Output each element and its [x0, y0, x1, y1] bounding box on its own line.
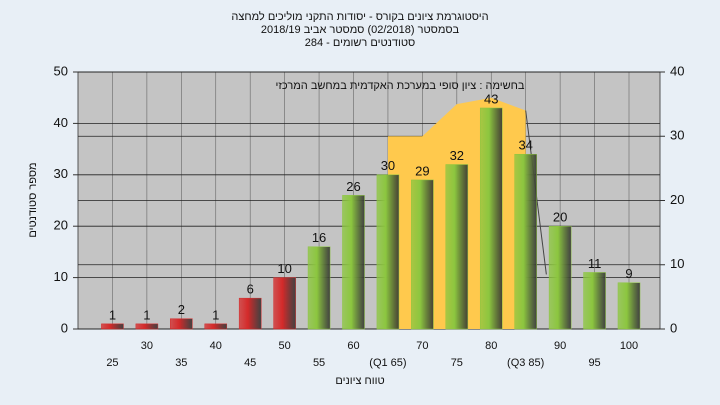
- value-label: 26: [346, 179, 360, 194]
- bar: [548, 225, 572, 330]
- y-tick-label: 0: [61, 320, 68, 335]
- bar: [479, 107, 503, 330]
- value-label: 32: [450, 148, 464, 163]
- value-label: 11: [588, 256, 602, 271]
- value-label: 20: [553, 210, 567, 225]
- x-tick-label: (Q1 65): [369, 357, 406, 369]
- x-tick-label: 60: [347, 340, 359, 352]
- bar: [617, 282, 641, 330]
- bar: [273, 277, 296, 330]
- x-tick-label: 30: [141, 340, 153, 352]
- bar: [445, 164, 469, 330]
- x-tick-label: 90: [554, 340, 566, 352]
- bar: [411, 179, 434, 330]
- bar: [307, 246, 331, 330]
- x-axis-title: טווח ציונים: [335, 375, 384, 387]
- bar: [583, 272, 606, 330]
- y-tick-label: 40: [54, 115, 68, 130]
- x-tick-label: 100: [620, 340, 638, 352]
- bar: [342, 195, 365, 330]
- y2-tick-label: 0: [670, 320, 677, 335]
- bar: [514, 153, 537, 330]
- x-tick-label: 55: [313, 357, 325, 369]
- bar: [135, 323, 159, 330]
- value-label: 10: [277, 261, 291, 276]
- y-tick-label: 50: [54, 63, 68, 78]
- bar: [170, 318, 193, 330]
- x-tick-label: 80: [485, 340, 497, 352]
- chart-subtitle: סטודנטים רשומים - 284: [305, 37, 416, 49]
- y2-tick-label: 10: [670, 256, 684, 271]
- x-tick-label: 35: [175, 357, 187, 369]
- value-label: 1: [109, 307, 116, 322]
- x-tick-label: 45: [244, 357, 256, 369]
- y2-tick-label: 40: [670, 63, 684, 78]
- x-tick-label: 25: [106, 357, 118, 369]
- chart-title: היסטוגרמת ציונים בקורס - יסודות התקני מו…: [231, 10, 488, 23]
- chart-subtitle: בסמסטר (02/2018) סמסטר אביב 2018/19: [261, 24, 460, 36]
- y-tick-label: 10: [54, 269, 68, 284]
- x-tick-label: 70: [416, 340, 428, 352]
- value-label: 2: [178, 302, 185, 317]
- y-axis-title: מספר סטודנטים: [27, 162, 39, 237]
- value-label: 1: [143, 307, 150, 322]
- value-label: 30: [381, 158, 395, 173]
- x-tick-label: 50: [279, 340, 291, 352]
- value-label: 29: [415, 163, 429, 178]
- value-label: 1: [212, 307, 219, 322]
- value-label: 16: [312, 230, 326, 245]
- value-label: 43: [484, 91, 498, 106]
- bar: [238, 297, 262, 330]
- y-tick-label: 20: [54, 218, 68, 233]
- x-tick-label: (Q3 85): [507, 357, 544, 369]
- value-label: 9: [625, 266, 632, 281]
- x-tick-label: 75: [451, 357, 463, 369]
- x-tick-label: 95: [588, 357, 600, 369]
- bar: [204, 323, 228, 330]
- y2-tick-label: 20: [670, 192, 684, 207]
- y-tick-label: 30: [54, 166, 68, 181]
- x-tick-label: 40: [210, 340, 222, 352]
- y2-tick-label: 30: [670, 128, 684, 143]
- bar: [101, 323, 124, 330]
- value-label: 6: [247, 282, 254, 297]
- value-label: 34: [518, 138, 532, 153]
- bar: [376, 174, 400, 330]
- annotation: בחשימה : ציון סופי במערכת האקדמית במחשב …: [276, 80, 525, 92]
